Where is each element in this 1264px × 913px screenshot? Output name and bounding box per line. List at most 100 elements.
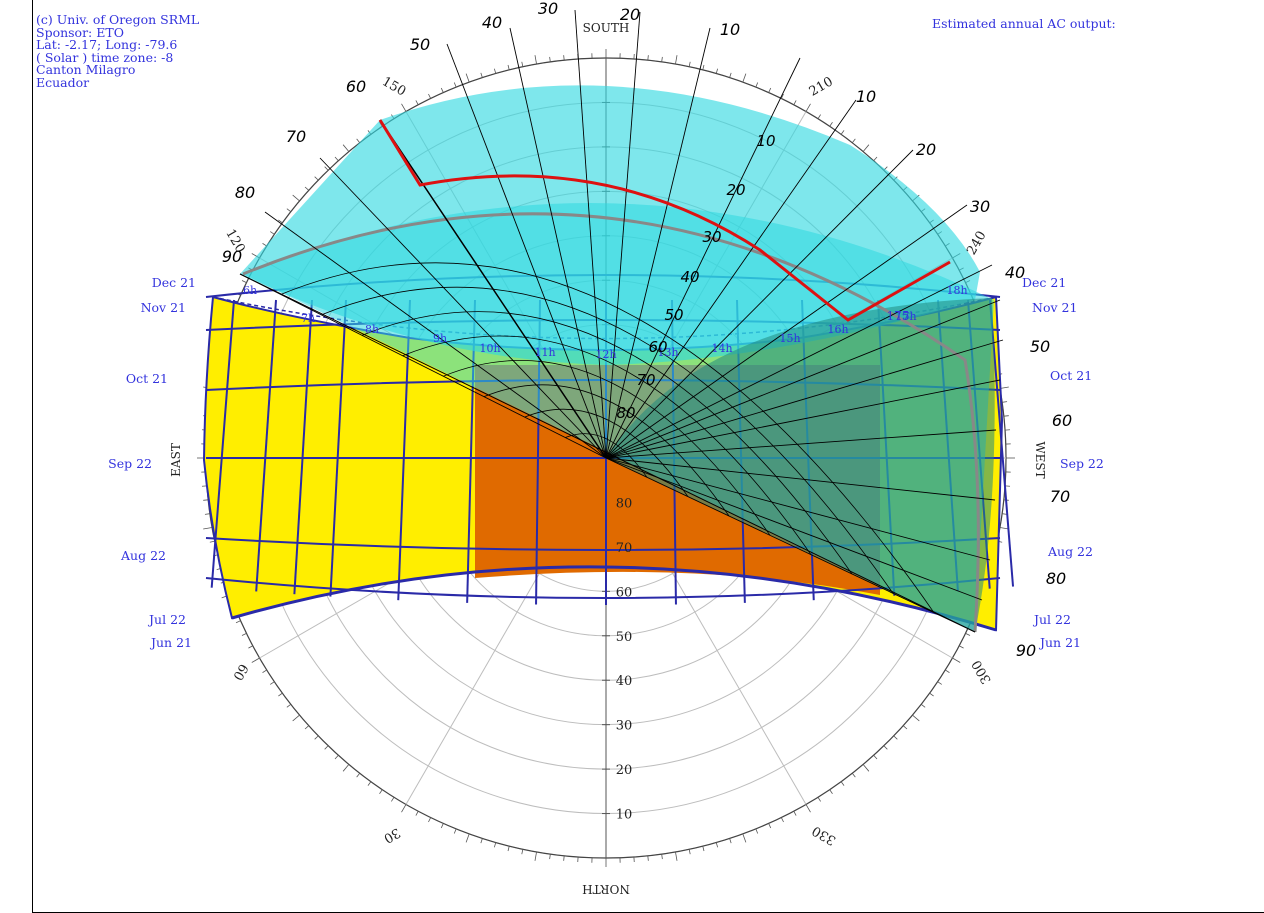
- azimuth-tick: [851, 772, 856, 778]
- azimuth-label: 210: [807, 74, 836, 99]
- month-label-right: Aug 22: [1047, 544, 1093, 559]
- fan-label-inner: 70: [636, 371, 655, 389]
- altitude-label: 60: [616, 585, 633, 600]
- azimuth-tick: [937, 681, 942, 685]
- azimuth-tick: [702, 846, 705, 852]
- month-label-left: Dec 21: [152, 275, 196, 290]
- azimuth-tick: [912, 714, 920, 722]
- azimuth-tick: [521, 849, 524, 855]
- azimuth-tick: [793, 810, 797, 816]
- azimuth-tick: [893, 735, 898, 740]
- horizon-obstruction-line: [378, 119, 951, 322]
- azimuth-tick: [729, 838, 732, 844]
- fan-label-outer: 60: [346, 77, 366, 96]
- azimuth-tick: [367, 781, 372, 786]
- hour-line: [329, 299, 347, 597]
- fan-label-right: 20: [916, 140, 936, 159]
- fan-label-inner: 60: [648, 338, 667, 356]
- azimuth-tick: [286, 208, 292, 213]
- azimuth-label: 30: [381, 824, 403, 845]
- fan-label-outer: 40: [482, 13, 502, 32]
- azimuth-tick: [688, 849, 691, 855]
- azimuth-tick: [379, 789, 383, 794]
- tilt-fan-line: [509, 27, 607, 459]
- azimuth-tick: [453, 828, 457, 834]
- month-label-left: Nov 21: [141, 300, 186, 315]
- direction-south: SOUTH: [583, 21, 630, 35]
- altitude-label: 70: [616, 541, 633, 556]
- azimuth-tick: [304, 725, 310, 730]
- fan-label-right: 60: [1052, 411, 1072, 430]
- azimuth-tick: [755, 828, 759, 834]
- azimuth-tick: [241, 632, 247, 636]
- azimuth-tick: [324, 166, 329, 171]
- azimuth-tick: [248, 645, 254, 649]
- azimuth-tick: [851, 138, 856, 144]
- azimuth-tick: [203, 499, 209, 501]
- azimuth-tick: [493, 842, 497, 848]
- azimuth-tick: [251, 657, 260, 663]
- azimuth-tick: [780, 93, 784, 99]
- azimuth-tick: [920, 703, 926, 708]
- azimuth-tick: [952, 657, 961, 663]
- hour-label: 10h: [479, 342, 500, 355]
- azimuth-tick: [507, 64, 510, 70]
- fan-label-inner: 50: [664, 306, 683, 324]
- tilt-fan-line: [605, 99, 857, 459]
- azimuth-tick: [521, 61, 524, 67]
- fan-label-right: 40: [1005, 263, 1025, 282]
- tilt-fan-arc: [443, 360, 771, 536]
- azimuth-tick: [314, 735, 319, 740]
- tilt-fan-line: [605, 57, 801, 459]
- fan-label-inner: 80: [616, 404, 635, 422]
- month-label-right: Oct 21: [1050, 368, 1092, 383]
- azimuth-tick: [465, 833, 470, 843]
- info-timezone: ( Solar ) time zone: -8: [36, 49, 174, 65]
- info-country: Ecuador: [36, 74, 90, 90]
- azimuth-label: 240: [964, 229, 989, 258]
- fan-label-right: 30: [970, 197, 990, 216]
- azimuth-tick: [715, 842, 719, 848]
- estimated-output-label: Estimated annual AC output:: [932, 16, 1116, 31]
- azimuth-label: 60: [229, 661, 250, 683]
- azimuth-tick: [342, 144, 350, 152]
- tilt-fan-line: [239, 273, 607, 459]
- azimuth-tick: [334, 156, 339, 162]
- tilt-plane-teal: [606, 298, 995, 632]
- fan-label-outer: 30: [538, 0, 558, 18]
- info-site: Canton Milagro: [36, 62, 136, 77]
- month-label-right: Jun 21: [1038, 635, 1081, 650]
- azimuth-tick: [661, 854, 663, 860]
- azimuth-tick: [480, 838, 483, 844]
- fan-label-outer: 80: [235, 183, 255, 202]
- azimuth-tick: [428, 817, 432, 823]
- direction-north: NORTH: [582, 882, 630, 896]
- azimuth-tick: [1002, 401, 1008, 403]
- fan-label-inner: 20: [726, 181, 745, 199]
- azimuth-tick: [314, 176, 319, 181]
- azimuth-tick: [958, 645, 964, 649]
- tilt-fan-arc: [565, 433, 648, 478]
- azimuth-tick: [742, 73, 747, 83]
- azimuth-tick: [292, 714, 300, 722]
- month-label-left: Jul 22: [147, 612, 186, 627]
- azimuth-tick: [203, 527, 213, 530]
- hour-label: 16h: [827, 323, 848, 336]
- tilt-fan-line: [605, 149, 914, 459]
- azimuth-tick: [342, 764, 350, 772]
- altitude-label: 50: [616, 630, 633, 645]
- month-label-right: Dec 21: [1022, 275, 1066, 290]
- month-label-right: Sep 22: [1060, 456, 1104, 471]
- hour-label: 8h: [365, 323, 379, 336]
- tilt-fan-line: [446, 43, 607, 459]
- hour-label: 13h: [657, 346, 678, 359]
- azimuth-tick: [829, 789, 833, 794]
- tilt-fan-arc: [321, 286, 894, 594]
- azimuth-tick: [793, 100, 797, 106]
- hour-label: 6h: [243, 284, 257, 297]
- hour-line: [210, 299, 235, 588]
- tilt-fan-line: [605, 339, 1004, 459]
- fan-azimuth-label: 175: [887, 309, 910, 323]
- fan-label-outer: 20: [620, 5, 640, 24]
- tilt-fan-arc: [280, 262, 935, 613]
